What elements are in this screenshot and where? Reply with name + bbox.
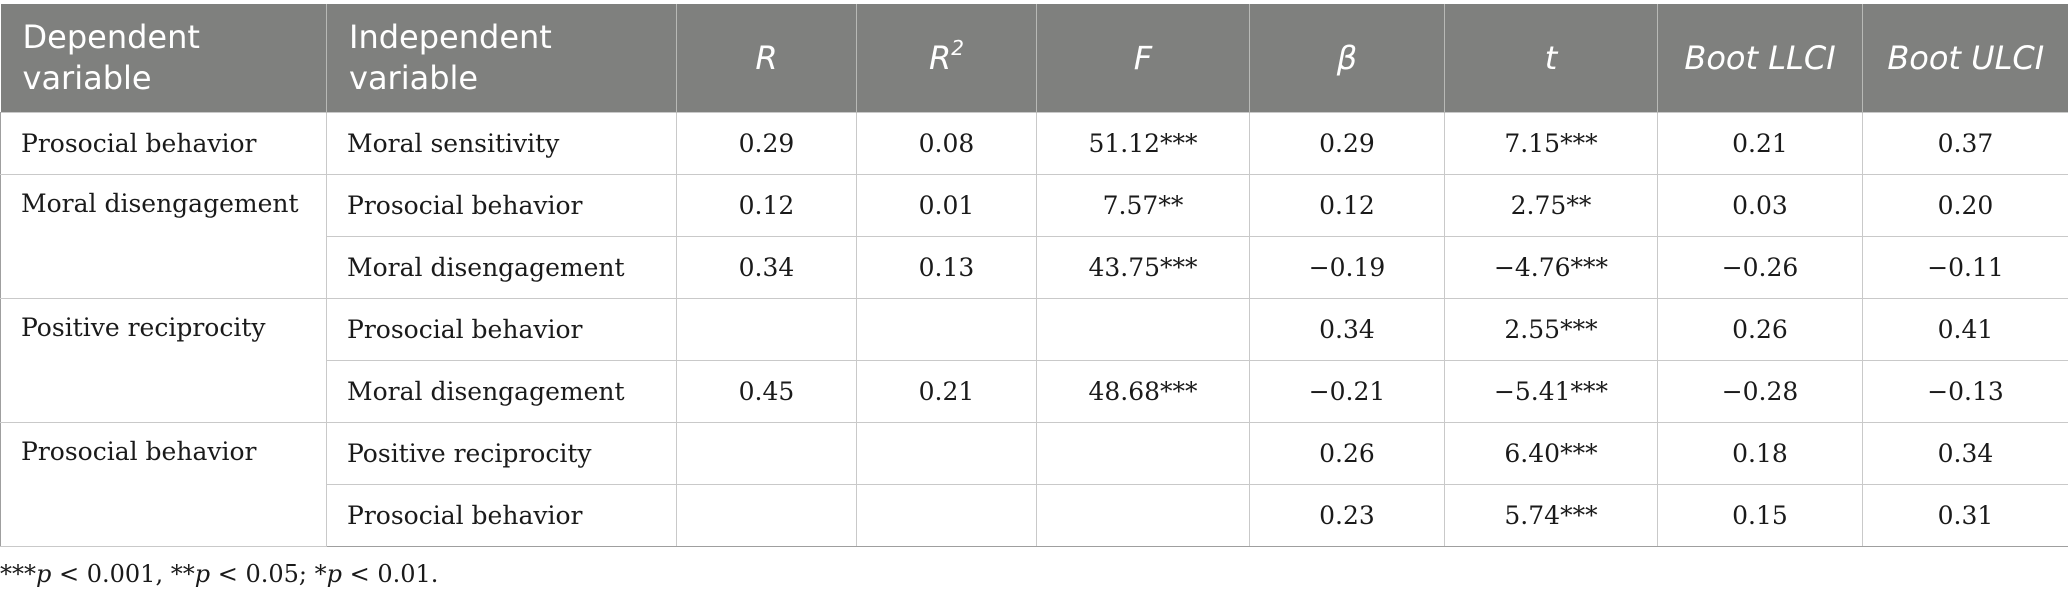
cell-dependent: Moral disengagement (0, 174, 327, 299)
table-row: Positive reciprocity Prosocial behavior … (0, 298, 2068, 423)
table-row: Moral disengagement Prosocial behavior 0… (0, 174, 2068, 299)
table-body: Prosocial behavior Moral sensitivity 0.2… (0, 112, 2068, 547)
cell-boot-ulci: 0.31 (1862, 484, 2068, 547)
cell-boot-llci: 0.26 (1657, 298, 1863, 361)
cell-independent: Moral disengagement (326, 236, 677, 299)
table-header: Dependent variable Independent variable … (0, 4, 2068, 113)
cell-f: 43.75*** (1036, 236, 1250, 299)
cell-r-squared: 0.13 (856, 236, 1037, 299)
header-beta: β (1249, 4, 1445, 113)
footnote-threshold-001: < 0.001, ** (51, 560, 195, 588)
cell-beta: 0.23 (1249, 484, 1445, 547)
cell-dependent: Prosocial behavior (0, 112, 327, 175)
table-row: Prosocial behavior 0.23 5.74*** 0.15 0.3… (1, 484, 2068, 547)
cell-r (676, 422, 857, 485)
cell-boot-llci: 0.15 (1657, 484, 1863, 547)
cell-f: 7.57** (1036, 174, 1250, 237)
cell-boot-ulci: 0.37 (1862, 112, 2068, 175)
cell-r: 0.45 (676, 360, 857, 423)
cell-r-squared: 0.21 (856, 360, 1037, 423)
footnote-threshold-005: < 0.05; * (210, 560, 327, 588)
header-r: R (676, 4, 857, 113)
cell-independent: Prosocial behavior (326, 298, 677, 361)
cell-t: −5.41*** (1444, 360, 1658, 423)
cell-independent: Moral disengagement (326, 360, 677, 423)
cell-t: 2.55*** (1444, 298, 1658, 361)
cell-f (1036, 298, 1250, 361)
cell-t: 6.40*** (1444, 422, 1658, 485)
cell-independent: Prosocial behavior (326, 484, 677, 547)
table-row: Moral disengagement 0.45 0.21 48.68*** −… (1, 360, 2068, 423)
cell-r (676, 298, 857, 361)
cell-beta: −0.19 (1249, 236, 1445, 299)
header-r-squared-base: R (929, 38, 952, 77)
cell-r-squared: 0.08 (856, 112, 1037, 175)
cell-beta: 0.29 (1249, 112, 1445, 175)
cell-t: 7.15*** (1444, 112, 1658, 175)
header-r-squared: R2 (856, 4, 1037, 113)
header-independent-variable: Independent variable (326, 4, 677, 113)
cell-f (1036, 422, 1250, 485)
cell-beta: 0.26 (1249, 422, 1445, 485)
footnote-stars-001: *** (0, 560, 36, 588)
footnote-p-005: p (194, 560, 211, 588)
cell-independent: Prosocial behavior (326, 174, 677, 237)
table-row: Prosocial behavior Positive reciprocity … (0, 422, 2068, 547)
cell-f (1036, 484, 1250, 547)
cell-t: −4.76*** (1444, 236, 1658, 299)
header-dependent-variable: Dependent variable (0, 4, 327, 113)
header-t: t (1444, 4, 1658, 113)
cell-r (676, 484, 857, 547)
header-boot-ulci: Boot ULCI (1862, 4, 2068, 113)
cell-f: 51.12*** (1036, 112, 1250, 175)
cell-boot-ulci: −0.11 (1862, 236, 2068, 299)
cell-t: 5.74*** (1444, 484, 1658, 547)
cell-beta: 0.34 (1249, 298, 1445, 361)
header-r-squared-superscript: 2 (951, 35, 964, 60)
cell-t: 2.75** (1444, 174, 1658, 237)
footnote-p-001: p (36, 560, 52, 588)
cell-boot-ulci: 0.41 (1862, 298, 2068, 361)
cell-r-squared: 0.01 (856, 174, 1037, 237)
table-footnote: ***p < 0.001, **p < 0.05; *p < 0.01. (0, 560, 438, 588)
cell-boot-ulci: −0.13 (1862, 360, 2068, 423)
cell-r-squared (856, 422, 1037, 485)
cell-r: 0.29 (676, 112, 857, 175)
cell-dependent: Positive reciprocity (0, 298, 327, 423)
header-boot-llci: Boot LLCI (1657, 4, 1863, 113)
cell-boot-llci: 0.18 (1657, 422, 1863, 485)
table-row: Prosocial behavior Moral sensitivity 0.2… (0, 112, 2068, 175)
footnote-p-01: p (326, 560, 342, 588)
cell-boot-llci: −0.28 (1657, 360, 1863, 423)
cell-f: 48.68*** (1036, 360, 1250, 423)
regression-table-container: Dependent variable Independent variable … (0, 4, 2068, 547)
cell-r-squared (856, 484, 1037, 547)
header-f: F (1036, 4, 1250, 113)
cell-beta: 0.12 (1249, 174, 1445, 237)
cell-boot-ulci: 0.20 (1862, 174, 2068, 237)
cell-boot-llci: 0.21 (1657, 112, 1863, 175)
cell-r-squared (856, 298, 1037, 361)
cell-boot-llci: 0.03 (1657, 174, 1863, 237)
cell-dependent: Prosocial behavior (0, 422, 327, 547)
cell-boot-llci: −0.26 (1657, 236, 1863, 299)
cell-r: 0.34 (676, 236, 857, 299)
cell-beta: −0.21 (1249, 360, 1445, 423)
regression-table: Dependent variable Independent variable … (0, 4, 2068, 547)
footnote-threshold-01: < 0.01. (342, 560, 439, 588)
cell-independent: Positive reciprocity (326, 422, 677, 485)
cell-boot-ulci: 0.34 (1862, 422, 2068, 485)
cell-r: 0.12 (676, 174, 857, 237)
cell-independent: Moral sensitivity (326, 112, 677, 175)
header-row: Dependent variable Independent variable … (0, 4, 2068, 113)
